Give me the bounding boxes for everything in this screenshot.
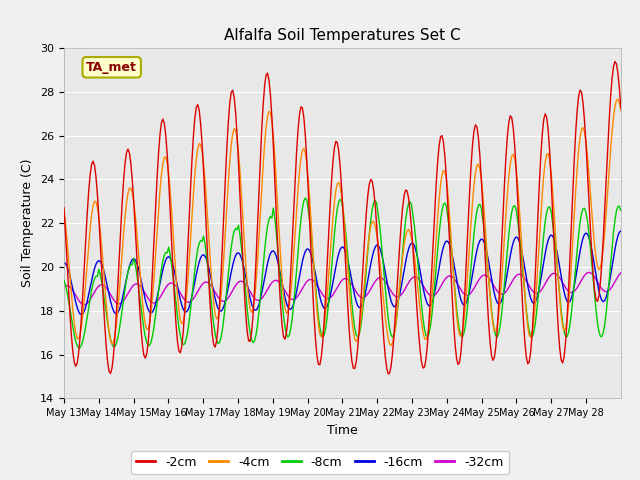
Title: Alfalfa Soil Temperatures Set C: Alfalfa Soil Temperatures Set C [224,28,461,43]
Text: TA_met: TA_met [86,61,137,74]
Y-axis label: Soil Temperature (C): Soil Temperature (C) [22,159,35,288]
Legend: -2cm, -4cm, -8cm, -16cm, -32cm: -2cm, -4cm, -8cm, -16cm, -32cm [131,451,509,474]
X-axis label: Time: Time [327,424,358,437]
